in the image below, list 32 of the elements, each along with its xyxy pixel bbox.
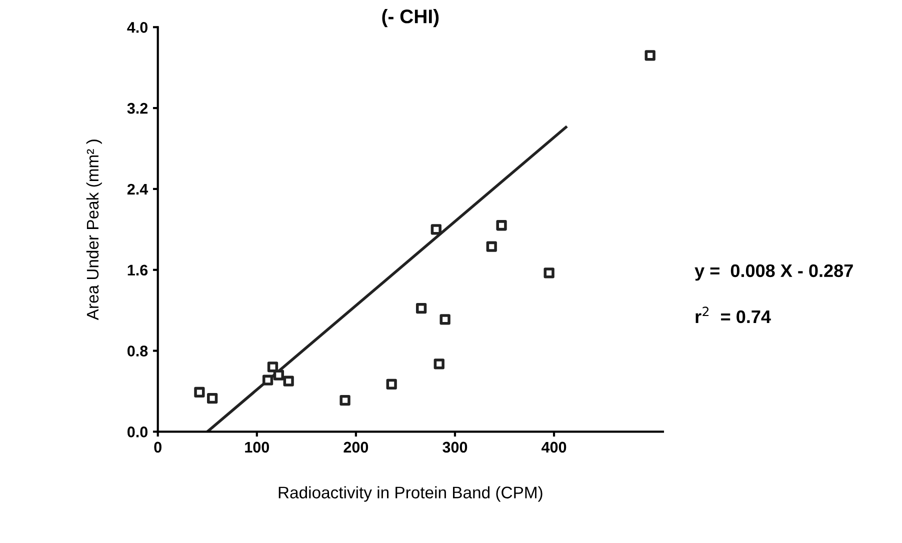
point [416, 302, 427, 314]
x-tick-label: 400 [542, 442, 566, 453]
x-tick-label: 200 [344, 442, 368, 453]
y-tick-label: 0.8 [127, 346, 148, 356]
point [496, 220, 507, 231]
text: r$^{2}$ = 0.74 [696, 306, 771, 324]
y-tick-label: 4.0 [127, 22, 148, 33]
x-axis-title: Radioactivity in Protein Band (CPM) [278, 486, 542, 502]
y-tick-label: 1.6 [128, 264, 148, 276]
point [440, 314, 450, 325]
point [340, 395, 350, 406]
text: y = 0.008 X - 0.287 [694, 264, 853, 281]
y-tick-label: 0.0 [127, 426, 148, 438]
point [386, 378, 397, 390]
y-tick-label: 2.4 [127, 184, 148, 194]
point [430, 224, 442, 235]
y-axis-title: Area Under Peak (mm² ) [86, 140, 102, 320]
point [273, 370, 284, 380]
point [283, 376, 294, 386]
point [544, 268, 554, 278]
point [207, 392, 218, 404]
point [434, 358, 444, 370]
point [262, 374, 274, 386]
point [644, 50, 656, 61]
point [486, 241, 497, 252]
x-tick-label: 300 [442, 442, 468, 453]
point [267, 362, 278, 372]
x-tick-label: 100 [245, 442, 270, 453]
y-tick-label: 3.2 [127, 102, 148, 114]
chart-title: (- CHI) [382, 9, 439, 28]
point [194, 386, 205, 398]
x-tick-label: 0 [154, 442, 162, 453]
